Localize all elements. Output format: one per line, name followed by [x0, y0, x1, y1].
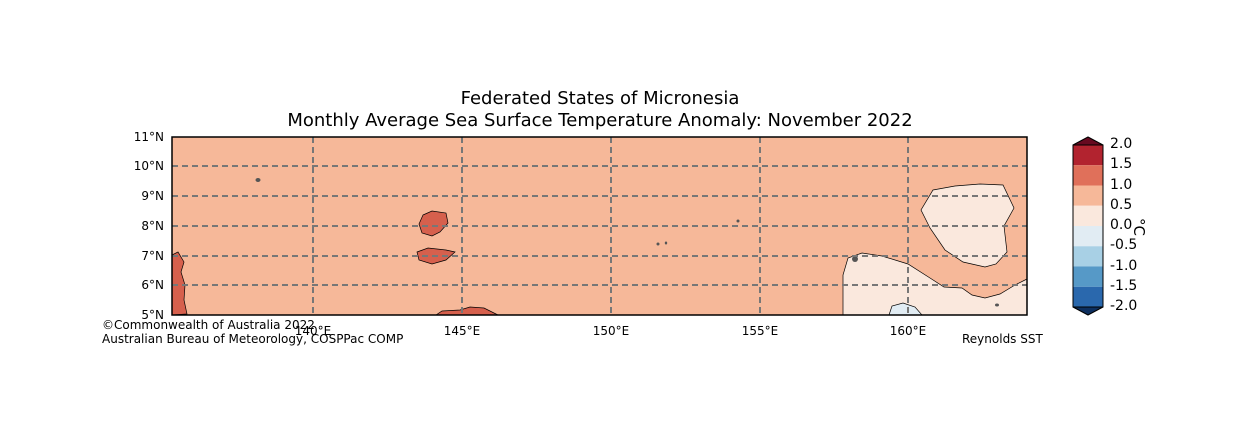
island-3: [664, 241, 668, 245]
map-title: Federated States of Micronesia: [460, 88, 740, 109]
warm-patch-north: [418, 210, 449, 237]
graticule: [172, 137, 1027, 315]
colorbar-tick: -1.5: [1110, 278, 1138, 294]
lat-label: 8°N: [141, 219, 164, 233]
colorbar-band: [1073, 246, 1103, 267]
colorbar-tick: 0.5: [1110, 197, 1133, 213]
colorbar-tick: 2.0: [1110, 136, 1133, 152]
lat-label: 7°N: [141, 249, 164, 263]
map-subtitle: Monthly Average Sea Surface Temperature …: [287, 110, 913, 131]
copyright-credit: ©Commonwealth of Australia 2022: [102, 318, 315, 332]
lat-label: 11°N: [133, 130, 164, 144]
island-1: [255, 178, 261, 182]
agency-credit: Australian Bureau of Meteorology, COSPPa…: [102, 332, 404, 346]
colorbar-band: [1073, 205, 1103, 226]
colorbar-tick: -2.0: [1110, 298, 1138, 314]
map-frame: [171, 136, 1028, 316]
colorbar: [1072, 136, 1104, 316]
colorbar-band: [1073, 145, 1103, 166]
colorbar-under-arrow: [1072, 306, 1104, 316]
colorbar-frame: [1072, 144, 1104, 308]
colorbar-tick: 1.0: [1110, 177, 1133, 193]
colorbar-over-arrow: [1072, 136, 1104, 146]
lon-label: 150°E: [592, 324, 630, 338]
colorbar-band: [1073, 226, 1103, 247]
colorbar-band: [1073, 185, 1103, 206]
lon-label: 160°E: [889, 324, 927, 338]
colorbar-tick: 1.5: [1110, 156, 1133, 172]
lon-label: 140°E: [294, 324, 332, 338]
colorbar-band: [1073, 286, 1103, 307]
island-2: [656, 242, 660, 246]
lat-label: 6°N: [141, 278, 164, 292]
lon-label: 155°E: [741, 324, 779, 338]
data-source: Reynolds SST: [962, 332, 1043, 346]
colorbar-tick: -0.5: [1110, 237, 1138, 253]
colorbar-band: [1073, 266, 1103, 287]
colorbar-units: °C: [1130, 218, 1148, 236]
island-6: [995, 303, 999, 307]
colorbar-tick: 0.0: [1110, 217, 1133, 233]
colorbar-band: [1073, 165, 1103, 186]
lat-label: 10°N: [133, 159, 164, 173]
colorbar-tick: -1.0: [1110, 258, 1138, 274]
lat-label: 5°N: [141, 308, 164, 322]
lat-label: 9°N: [141, 189, 164, 203]
lon-label: 145°E: [443, 324, 481, 338]
island-4: [736, 219, 740, 223]
island-5: [852, 256, 858, 262]
